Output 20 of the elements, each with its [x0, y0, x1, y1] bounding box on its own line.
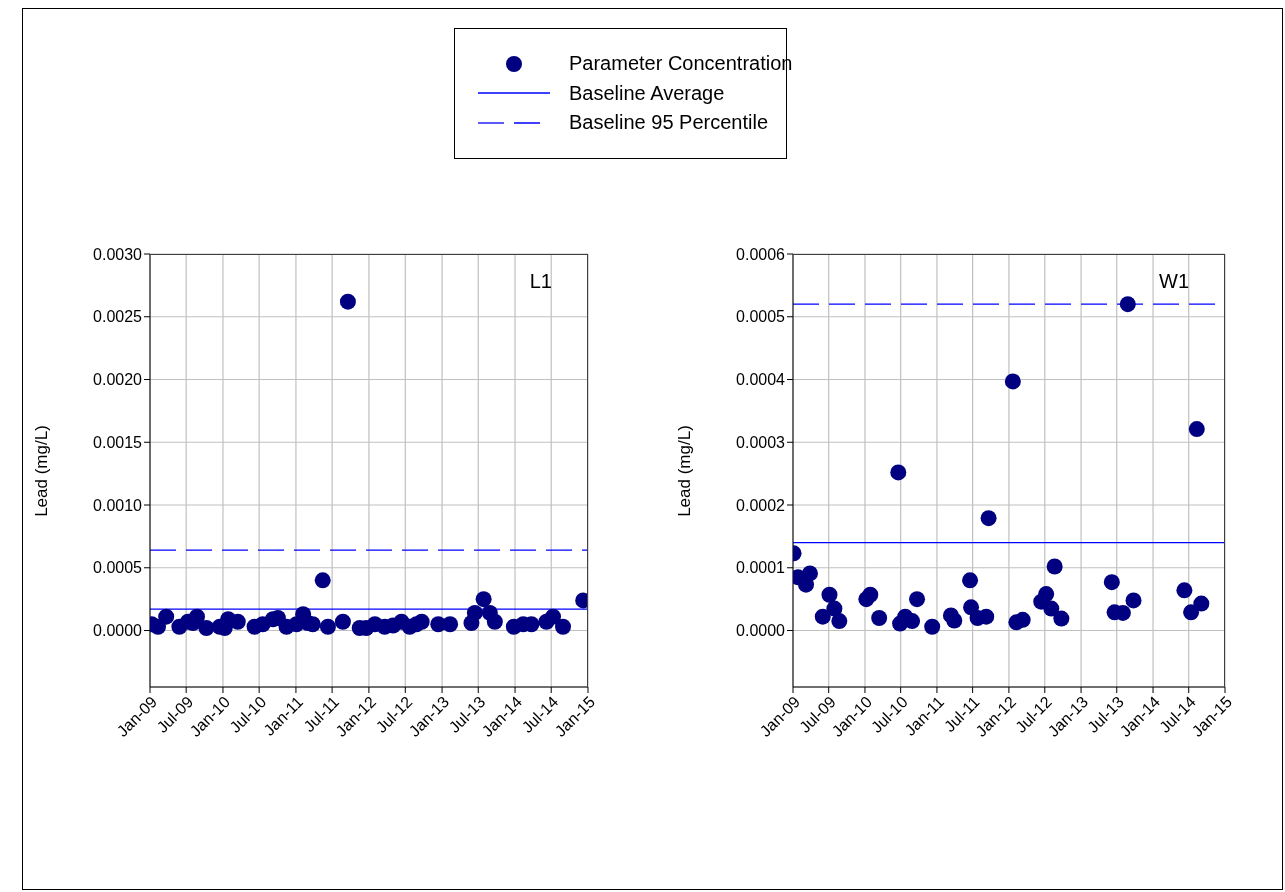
text: W1	[1159, 270, 1189, 293]
y-axis-title: Lead (mg/L)	[675, 424, 695, 517]
y-tick-label: 0.0003	[736, 433, 786, 451]
y-tick-label: 0.0015	[93, 433, 143, 451]
y-tick-label: 0.0025	[93, 308, 143, 326]
y-tick-label: 0.0001	[736, 559, 786, 577]
y-axis-title: Lead (mg/L)	[32, 424, 52, 517]
text: L1	[529, 270, 552, 293]
y-tick-label: 0.0006	[736, 245, 786, 263]
y-tick-label: 0.0005	[736, 308, 786, 326]
legend-label: Baseline Average	[569, 81, 725, 105]
y-tick-label: 0.0000	[736, 622, 786, 640]
y-tick-label: 0.0004	[736, 371, 786, 389]
y-tick-label: 0.0020	[93, 371, 143, 389]
y-tick-label: 0.0010	[93, 496, 143, 514]
legend-label: Baseline 95 Percentile	[569, 111, 769, 135]
y-tick-label: 0.0005	[93, 559, 143, 577]
y-tick-label: 0.0002	[736, 496, 786, 514]
y-tick-label: 0.0030	[93, 245, 143, 263]
y-tick-label: 0.0000	[93, 622, 143, 640]
